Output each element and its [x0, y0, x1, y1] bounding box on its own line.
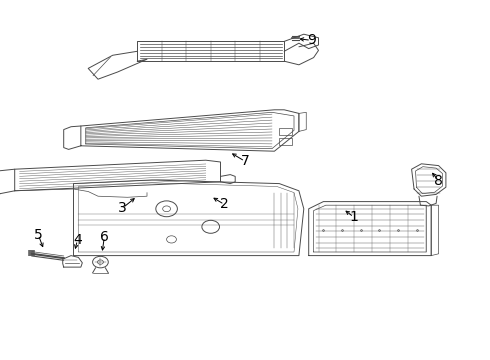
- Text: 6: 6: [100, 230, 109, 244]
- Text: 1: 1: [349, 210, 358, 224]
- Text: 5: 5: [34, 228, 43, 242]
- Text: 9: 9: [307, 33, 316, 47]
- Text: 7: 7: [241, 154, 249, 168]
- Bar: [279, 128, 292, 135]
- Text: 2: 2: [220, 198, 229, 211]
- Bar: [279, 138, 292, 145]
- Text: 4: 4: [73, 233, 82, 247]
- Text: 8: 8: [434, 174, 443, 188]
- Text: 3: 3: [118, 201, 127, 215]
